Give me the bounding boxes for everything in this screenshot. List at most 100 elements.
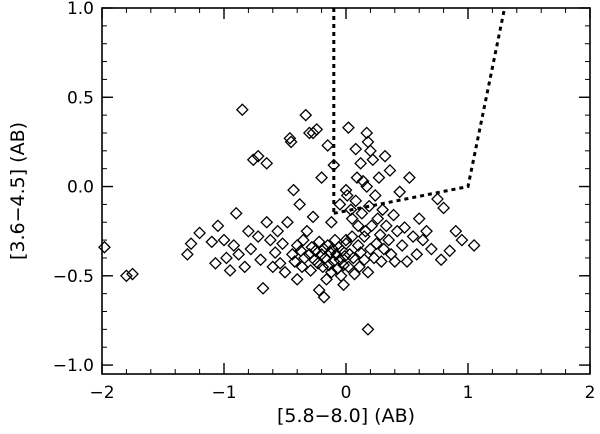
scatter-point — [254, 253, 268, 267]
scatter-point — [278, 265, 292, 279]
scatter-point — [449, 224, 463, 238]
scatter-point — [273, 256, 287, 270]
scatter-point — [119, 269, 133, 283]
scatter-point — [351, 239, 365, 252]
x-axis-label: [5.8−8.0] (AB) — [277, 405, 415, 427]
scatter-point — [400, 255, 414, 268]
scatter-point — [205, 235, 219, 249]
scatter-point — [238, 260, 252, 274]
scatter-point — [455, 233, 469, 247]
scatter-point — [379, 219, 393, 233]
scatter-point — [320, 272, 333, 286]
scatter-point — [193, 226, 207, 240]
scatter-point — [376, 203, 390, 217]
scatter-point — [244, 242, 258, 256]
scatter-point — [371, 212, 385, 226]
scatter-point — [333, 253, 347, 267]
scatter-point — [403, 171, 416, 185]
x-tick-label: 0 — [341, 383, 352, 403]
scatter-point — [354, 156, 368, 170]
scatter-point — [361, 322, 375, 336]
dashed-boundary-line — [333, 7, 507, 215]
scatter-point — [184, 237, 198, 251]
scatter-point — [355, 206, 369, 220]
scatter-point — [337, 278, 350, 292]
scatter-point — [365, 219, 379, 233]
scatter-point — [343, 247, 357, 261]
scatter-point — [316, 260, 330, 274]
scatter-point — [387, 208, 400, 222]
scatter-point — [251, 230, 265, 243]
scatter-point — [346, 251, 360, 265]
annotation-layer — [332, 7, 507, 215]
scatter-point — [329, 247, 343, 261]
scatter-point — [326, 242, 339, 256]
scatter-point — [349, 194, 363, 208]
scatter-point — [333, 197, 347, 211]
scatter-point — [424, 242, 438, 256]
scatter-point — [312, 283, 326, 297]
scatter-point — [229, 206, 243, 220]
scatter-point — [260, 156, 274, 170]
scatter-point — [298, 251, 311, 265]
scatter-point — [339, 233, 353, 247]
scatter-point — [295, 260, 309, 274]
scatter-point — [350, 171, 364, 185]
y-tick-label: 0.0 — [67, 178, 94, 198]
y-tick-label: −1.0 — [53, 356, 94, 376]
scatter-point — [363, 144, 377, 158]
scatter-point — [340, 189, 354, 202]
scatter-point — [98, 240, 111, 254]
scatter-point — [353, 260, 366, 274]
scatter-point — [342, 260, 355, 274]
scatter-point — [268, 246, 282, 260]
scatter-point — [443, 244, 457, 258]
scatter-point — [370, 237, 383, 251]
scatter-point — [285, 247, 299, 261]
scatter-point — [284, 135, 298, 149]
scatter-point — [321, 139, 335, 152]
scatter-point — [300, 224, 314, 238]
scatter-point — [324, 265, 338, 279]
scatter-point — [434, 253, 448, 267]
scatter-point — [349, 142, 363, 156]
scatter-point — [383, 164, 397, 177]
scatter-point — [390, 224, 404, 238]
scatter-point — [345, 230, 359, 243]
scatter-point — [283, 131, 297, 145]
scatter-point — [342, 121, 355, 135]
scatter-point — [467, 239, 481, 252]
scatter-point — [302, 126, 316, 140]
scatter-point — [288, 255, 302, 268]
scatter-point — [227, 239, 241, 252]
scatter-point — [211, 219, 225, 233]
scatter-point — [256, 281, 270, 295]
ticks-layer: −2 −1 0 1 2 −1.0 −0.5 0.0 0.5 1.0 — [53, 0, 596, 403]
scatter-point — [271, 224, 285, 238]
scatter-point — [378, 149, 392, 163]
scatter-point — [416, 233, 430, 247]
scatter-point — [361, 135, 375, 149]
scatter-point — [398, 221, 411, 235]
x-tick-label: 2 — [585, 383, 596, 403]
scatter-point — [235, 103, 249, 117]
scatter-point — [296, 233, 310, 247]
scatter-point — [287, 183, 300, 197]
scatter-point — [322, 258, 336, 272]
scatter-point — [310, 122, 324, 136]
scatter-point — [246, 153, 260, 167]
scatter-point — [357, 253, 371, 267]
scatter-point — [220, 251, 233, 265]
scatter-point — [223, 264, 237, 277]
scatter-point — [306, 126, 320, 140]
scatter-point — [241, 224, 255, 238]
scatter-point — [304, 264, 318, 277]
scatter-point — [209, 256, 222, 270]
scatter-point — [393, 185, 407, 199]
y-tick-label: −0.5 — [53, 267, 94, 287]
scatter-point — [395, 239, 409, 252]
scatter-point — [276, 237, 289, 251]
x-tick-label: −2 — [89, 383, 114, 403]
scatter-point — [360, 180, 374, 193]
